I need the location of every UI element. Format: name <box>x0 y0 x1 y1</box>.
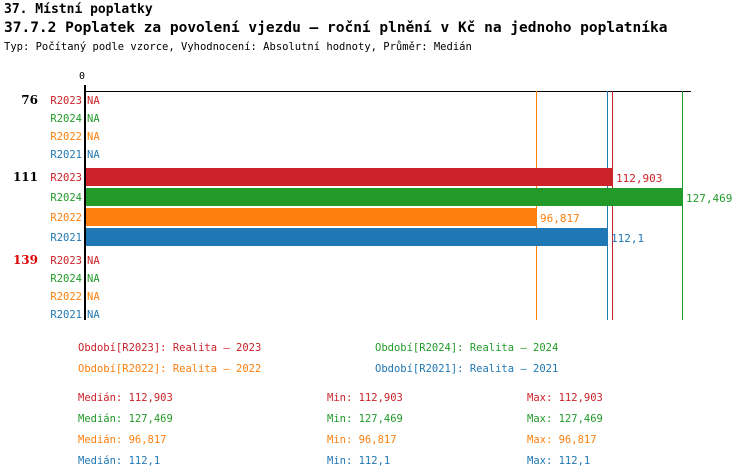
page-title: 37. Místní poplatky <box>4 2 153 17</box>
stat-median-r2023: Medián: 112,903 <box>78 392 173 404</box>
series-label-r2021-g0: R2021 <box>50 149 82 161</box>
legend-item-r2021[interactable]: Období[R2021]: Realita – 2021 <box>375 363 559 375</box>
bar-value-r2024-g1: 127,469 <box>686 192 733 205</box>
bar-r2021-g1[interactable] <box>86 228 607 246</box>
na-marker-r2023-g2: NA <box>87 255 100 267</box>
bar-value-r2023-g1: 112,903 <box>616 172 663 185</box>
stat-min-r2022: Min: 96,817 <box>327 434 397 446</box>
stat-max-r2022: Max: 96,817 <box>527 434 597 446</box>
series-label-r2022-g0: R2022 <box>50 131 82 143</box>
na-marker-r2024-g0: NA <box>87 113 100 125</box>
reference-line-r2024 <box>682 91 683 320</box>
na-marker-r2021-g2: NA <box>87 309 100 321</box>
series-label-r2023-g0: R2023 <box>50 95 82 107</box>
bar-r2023-g1[interactable] <box>86 168 612 186</box>
stat-max-r2023: Max: 112,903 <box>527 392 603 404</box>
series-label-r2022-g1: R2022 <box>50 212 82 224</box>
na-marker-r2023-g0: NA <box>87 95 100 107</box>
na-marker-r2022-g0: NA <box>87 131 100 143</box>
na-marker-r2022-g2: NA <box>87 291 100 303</box>
stat-min-r2021: Min: 112,1 <box>327 455 391 467</box>
bar-r2024-g1[interactable] <box>86 188 682 206</box>
axis-top-line <box>84 91 691 92</box>
stat-median-r2022: Medián: 96,817 <box>78 434 167 446</box>
group-label-76: 76 <box>21 93 38 107</box>
stat-median-r2021: Medián: 112,1 <box>78 455 161 467</box>
legend-item-r2023[interactable]: Období[R2023]: Realita – 2023 <box>78 342 262 354</box>
stat-min-r2023: Min: 112,903 <box>327 392 403 404</box>
series-label-r2022-g2: R2022 <box>50 291 82 303</box>
series-label-r2024-g2: R2024 <box>50 273 82 285</box>
chart-title: 37.7.2 Poplatek za povolení vjezdu – roč… <box>4 20 668 36</box>
bar-r2022-g1[interactable] <box>86 208 536 226</box>
stat-max-r2021: Max: 112,1 <box>527 455 591 467</box>
series-label-r2023-g2: R2023 <box>50 255 82 267</box>
series-label-r2024-g1: R2024 <box>50 192 82 204</box>
stat-max-r2024: Max: 127,469 <box>527 413 603 425</box>
group-label-139: 139 <box>12 253 38 267</box>
bar-value-r2021-g1: 112,1 <box>611 232 645 245</box>
axis-zero-tick-label: 0 <box>79 71 86 82</box>
group-label-111: 111 <box>12 170 38 184</box>
legend-item-r2022[interactable]: Období[R2022]: Realita – 2022 <box>78 363 262 375</box>
series-label-r2024-g0: R2024 <box>50 113 82 125</box>
legend-item-r2024[interactable]: Období[R2024]: Realita – 2024 <box>375 342 559 354</box>
series-label-r2021-g2: R2021 <box>50 309 82 321</box>
series-label-r2021-g1: R2021 <box>50 232 82 244</box>
series-label-r2023-g1: R2023 <box>50 172 82 184</box>
stat-min-r2024: Min: 127,469 <box>327 413 403 425</box>
bar-value-r2022-g1: 96,817 <box>540 212 580 225</box>
na-marker-r2021-g0: NA <box>87 149 100 161</box>
chart-meta-line: Typ: Počítaný podle vzorce, Vyhodnocení:… <box>4 41 472 53</box>
stat-median-r2024: Medián: 127,469 <box>78 413 173 425</box>
na-marker-r2024-g2: NA <box>87 273 100 285</box>
axis-vertical-line <box>84 85 86 320</box>
